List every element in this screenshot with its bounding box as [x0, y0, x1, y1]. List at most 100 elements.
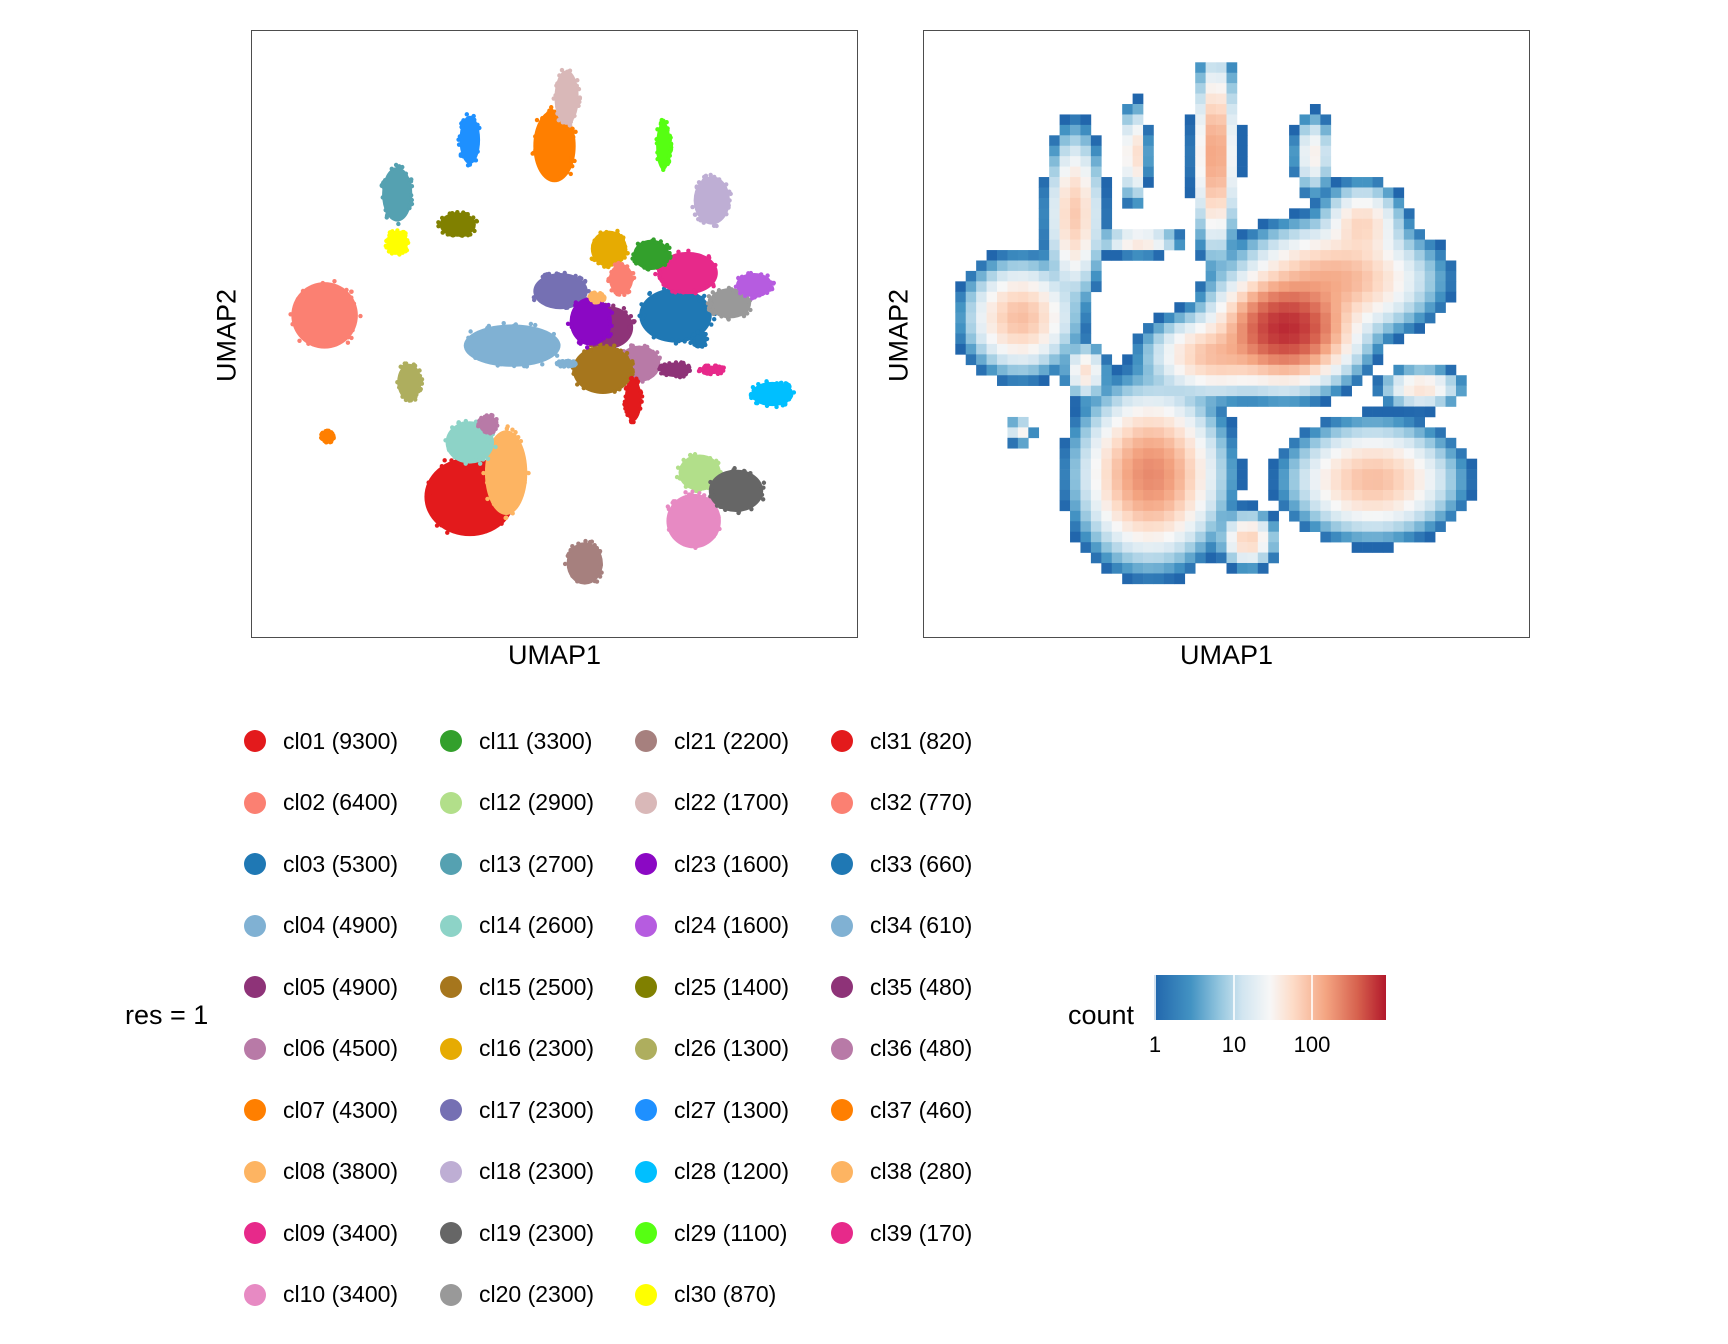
- cell-point: [485, 496, 490, 502]
- legend-item: cl26 (1300): [635, 1034, 789, 1064]
- density-bin: [1403, 375, 1415, 386]
- density-bin: [1424, 260, 1436, 272]
- density-bin: [997, 364, 1008, 376]
- density-bin: [1309, 385, 1321, 397]
- density-bin: [1195, 72, 1206, 84]
- density-bin: [1309, 177, 1321, 188]
- density-bin: [1445, 448, 1457, 459]
- cell-point: [439, 215, 445, 221]
- cell-point: [683, 337, 689, 342]
- density-bin: [1351, 260, 1363, 272]
- density-bin: [1299, 166, 1311, 178]
- legend-dot-icon: [831, 976, 853, 998]
- density-bin: [1101, 218, 1113, 230]
- density-bin: [1163, 385, 1175, 397]
- cell-point: [584, 345, 590, 350]
- density-bin: [1278, 312, 1290, 324]
- cluster-cl35: [657, 360, 693, 380]
- density-bin: [1080, 323, 1092, 334]
- legend-label: cl08 (3800): [283, 1158, 399, 1184]
- density-bin: [1278, 250, 1290, 261]
- density-bin: [1403, 521, 1415, 532]
- density-bin: [1132, 229, 1144, 240]
- cell-point: [491, 501, 497, 507]
- density-bin: [1320, 260, 1332, 272]
- density-bin: [1205, 229, 1217, 240]
- density-bin: [1351, 302, 1363, 313]
- density-bin: [1372, 208, 1384, 220]
- density-bin: [1382, 531, 1394, 543]
- cell-point: [654, 350, 660, 355]
- cell-point: [547, 108, 552, 113]
- density-bin: [1195, 343, 1206, 355]
- density-bin: [1090, 250, 1102, 261]
- density-bin: [1070, 343, 1081, 355]
- legend-label: cl14 (2600): [479, 912, 595, 938]
- density-bin: [1174, 416, 1186, 428]
- legend-dot-icon: [635, 730, 657, 752]
- density-bin: [1330, 354, 1342, 366]
- cell-point: [405, 240, 411, 245]
- density-bin: [1372, 291, 1384, 303]
- density-bin: [1195, 437, 1206, 449]
- density-bin: [1070, 427, 1081, 439]
- cell-point: [562, 364, 567, 369]
- cell-point: [623, 247, 628, 252]
- density-bin: [1257, 323, 1269, 334]
- density-bin: [1268, 250, 1279, 261]
- cluster-body: [533, 273, 588, 310]
- cell-point: [349, 295, 354, 300]
- density-bin: [1372, 239, 1384, 251]
- cell-point: [485, 449, 491, 455]
- density-bin: [1320, 270, 1332, 282]
- density-bin: [1445, 260, 1457, 272]
- density-bin: [1414, 458, 1425, 470]
- cell-point: [427, 491, 432, 496]
- density-bin: [1341, 312, 1352, 324]
- density-bin: [1320, 197, 1332, 209]
- density-bin: [1236, 510, 1248, 522]
- density-bin: [1299, 448, 1311, 459]
- cell-point: [471, 224, 476, 230]
- density-bin: [1070, 521, 1081, 532]
- cell-point: [721, 365, 726, 370]
- cluster-cl30: [383, 228, 411, 257]
- density-bin: [1236, 385, 1248, 397]
- cell-point: [408, 200, 414, 205]
- density-bin: [1017, 302, 1029, 313]
- density-bin: [1143, 416, 1154, 428]
- density-bin: [1299, 489, 1311, 501]
- cell-point: [288, 312, 293, 317]
- density-bin: [1070, 114, 1081, 126]
- density-bin: [1289, 229, 1300, 240]
- density-bin: [1289, 281, 1300, 293]
- density-bin: [1007, 354, 1019, 366]
- cell-point: [327, 439, 333, 445]
- cell-point: [616, 341, 622, 346]
- density-bin: [955, 302, 967, 313]
- density-bin: [1435, 270, 1446, 282]
- cell-point: [597, 574, 603, 579]
- density-bin: [1080, 521, 1092, 532]
- cell-point: [299, 292, 305, 298]
- cell-point: [358, 313, 363, 319]
- density-bin: [1195, 177, 1206, 188]
- density-bin: [1299, 156, 1311, 167]
- cell-point: [642, 343, 648, 349]
- cell-point: [484, 480, 490, 485]
- density-bin: [1414, 270, 1425, 282]
- cell-point: [538, 298, 543, 303]
- density-bin: [1070, 375, 1081, 386]
- density-bin: [1247, 552, 1259, 564]
- density-bin: [1143, 364, 1154, 376]
- density-bin: [1090, 229, 1102, 240]
- density-bin: [1309, 239, 1321, 251]
- density-bin: [1320, 521, 1332, 532]
- density-bin: [1257, 375, 1269, 386]
- density-bin: [1268, 458, 1279, 470]
- density-bin: [1059, 124, 1071, 136]
- cell-point: [645, 266, 650, 272]
- density-bin: [1414, 302, 1425, 313]
- density-bin: [1132, 396, 1144, 407]
- cell-point: [498, 362, 504, 367]
